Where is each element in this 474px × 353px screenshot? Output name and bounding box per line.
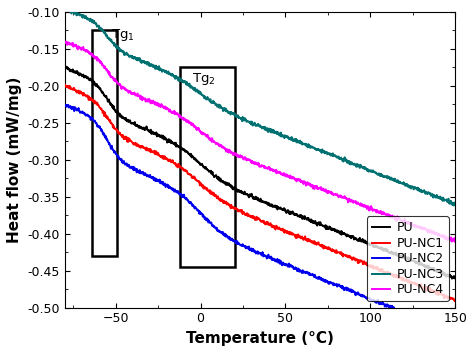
PU-NC2 xyxy=(330,283,336,287)
PU-NC1 xyxy=(102,110,108,114)
Line: PU-NC1: PU-NC1 xyxy=(65,85,455,301)
PU-NC4 xyxy=(367,205,373,210)
PU-NC2 xyxy=(63,103,68,107)
PU-NC3 xyxy=(374,172,380,176)
PU xyxy=(374,245,380,249)
Line: PU-NC3: PU-NC3 xyxy=(65,7,455,205)
PU-NC1 xyxy=(330,249,336,253)
Bar xyxy=(180,67,235,267)
PU-NC1 xyxy=(374,267,379,271)
PU-NC2 xyxy=(367,296,373,300)
PU-NC2 xyxy=(452,332,457,336)
PU-NC4 xyxy=(234,153,240,157)
PU-NC4 xyxy=(102,65,108,69)
PU-NC1 xyxy=(452,299,458,303)
Line: PU-NC2: PU-NC2 xyxy=(65,105,455,334)
PU-NC3 xyxy=(367,168,373,172)
Line: PU-NC4: PU-NC4 xyxy=(65,42,455,242)
PU-NC1 xyxy=(234,207,239,211)
Legend: PU, PU-NC1, PU-NC2, PU-NC3, PU-NC4: PU, PU-NC1, PU-NC2, PU-NC3, PU-NC4 xyxy=(367,216,449,301)
PU xyxy=(63,65,69,69)
PU-NC3 xyxy=(220,109,226,113)
PU xyxy=(102,95,108,99)
PU-NC1 xyxy=(62,83,68,87)
PU xyxy=(220,179,226,183)
PU xyxy=(452,275,458,280)
PU-NC1 xyxy=(220,198,226,203)
PU-NC3 xyxy=(330,153,336,157)
Text: Tg$_1$: Tg$_1$ xyxy=(110,27,134,43)
PU-NC2 xyxy=(374,300,380,304)
PU-NC3 xyxy=(102,30,108,35)
PU-NC2 xyxy=(234,239,240,244)
PU-NC2 xyxy=(102,133,108,137)
PU-NC2 xyxy=(62,103,68,107)
PU xyxy=(330,228,336,232)
PU-NC4 xyxy=(330,192,336,197)
PU xyxy=(234,188,240,192)
PU-NC3 xyxy=(451,203,457,208)
PU-NC4 xyxy=(220,145,226,149)
PU-NC4 xyxy=(452,240,458,244)
PU-NC3 xyxy=(452,202,458,206)
PU-NC3 xyxy=(234,115,240,119)
PU-NC4 xyxy=(374,210,380,215)
PU xyxy=(62,65,68,69)
X-axis label: Temperature (°C): Temperature (°C) xyxy=(186,331,334,346)
PU-NC2 xyxy=(452,331,458,336)
PU xyxy=(367,242,373,246)
Line: PU: PU xyxy=(65,67,455,279)
PU-NC3 xyxy=(63,5,69,9)
PU-NC4 xyxy=(62,40,68,44)
PU-NC3 xyxy=(62,8,68,12)
PU-NC1 xyxy=(366,264,372,268)
PU xyxy=(449,276,455,281)
PU-NC2 xyxy=(220,231,226,235)
Text: Tg$_2$: Tg$_2$ xyxy=(192,71,216,87)
PU-NC4 xyxy=(63,40,69,44)
Y-axis label: Heat flow (mW/mg): Heat flow (mW/mg) xyxy=(7,77,22,243)
Bar xyxy=(92,30,118,256)
